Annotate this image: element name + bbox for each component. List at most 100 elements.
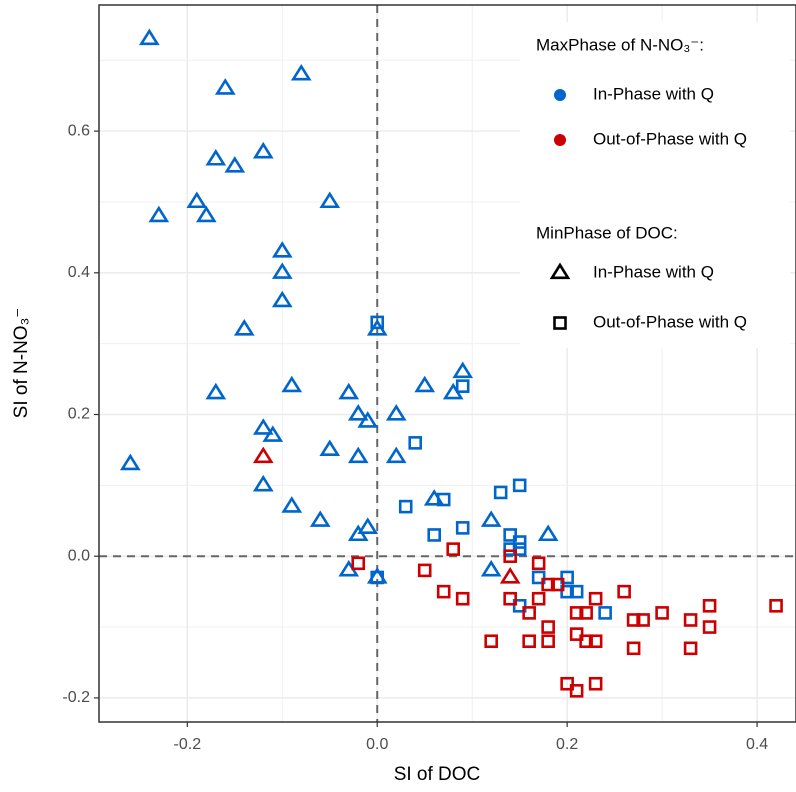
point [452,361,474,379]
point [262,425,284,442]
point [569,627,584,641]
point [531,570,546,585]
point [148,205,170,223]
point [512,542,527,556]
point [414,375,436,393]
legend-key [553,316,567,330]
point [702,599,717,613]
point [347,446,369,464]
point [503,528,517,542]
point [138,28,160,46]
legend-title: MinPhase of DOC: [536,223,678,242]
point [588,591,603,606]
point [319,439,341,457]
point [271,241,293,258]
point [537,524,559,542]
x-tick-label: 0.4 [746,736,768,753]
point [569,584,584,599]
point [636,613,650,627]
legend-key [554,134,566,146]
point [205,382,227,400]
point [655,606,669,620]
point [417,563,432,578]
y-tick-label: 0.4 [68,264,90,281]
y-tick-label: -0.2 [62,689,90,706]
point [531,556,546,571]
point [357,411,379,428]
point [195,205,217,223]
x-tick-label: 0.2 [556,736,578,753]
point [319,191,341,209]
point [617,584,631,599]
point [569,606,584,620]
point [484,634,498,649]
point [480,510,502,527]
legend-label: In-Phase with Q [593,84,714,103]
point [233,319,255,336]
point [281,375,303,393]
point [385,404,407,421]
point [281,496,303,513]
point [626,613,641,627]
point [626,641,641,656]
y-tick-label: 0.2 [68,406,90,423]
y-tick-label: 0.0 [68,547,90,564]
point [338,382,360,400]
point [290,63,312,81]
point [252,474,274,492]
point [205,148,227,166]
legend-key [554,89,566,101]
point [560,584,574,599]
point [503,542,517,556]
y-tick-label: 0.6 [68,122,90,139]
point [769,599,783,613]
point [455,521,470,535]
legend-label: Out-of-Phase with Q [593,312,747,331]
point [271,262,293,279]
point [351,556,366,571]
point [408,436,423,450]
point [531,591,546,606]
y-axis-title: SI of N-NO₃⁻ [11,308,32,419]
point [398,499,413,514]
point [522,606,536,620]
x-tick-label: 0.0 [366,736,388,753]
x-tick-label: -0.2 [174,736,202,753]
point [588,676,603,691]
point [503,549,517,564]
point [186,191,208,209]
point [493,485,508,500]
point [560,676,574,691]
point [588,634,603,649]
point [224,156,246,173]
point [499,567,521,584]
point [370,315,385,330]
point [309,510,331,527]
point [503,591,517,606]
point [480,559,502,577]
x-axis-title: SI of DOC [394,764,481,785]
point [522,634,536,649]
legend-key [549,262,571,280]
legend-title: MaxPhase of N-NO₃⁻: [536,35,704,54]
point [560,570,574,585]
point [252,446,274,464]
point [455,379,470,393]
point [598,606,612,620]
point [512,535,527,549]
point [119,453,141,471]
point [512,478,527,493]
legend-background [520,22,790,348]
legend-label: In-Phase with Q [593,262,714,281]
plot-border [98,4,796,723]
point [214,78,236,95]
point [370,570,385,585]
point [436,492,451,507]
point [541,634,555,649]
point [271,290,293,308]
point [436,584,451,599]
legend-label: Out-of-Phase with Q [593,129,747,148]
point [427,528,442,542]
point [550,577,565,592]
